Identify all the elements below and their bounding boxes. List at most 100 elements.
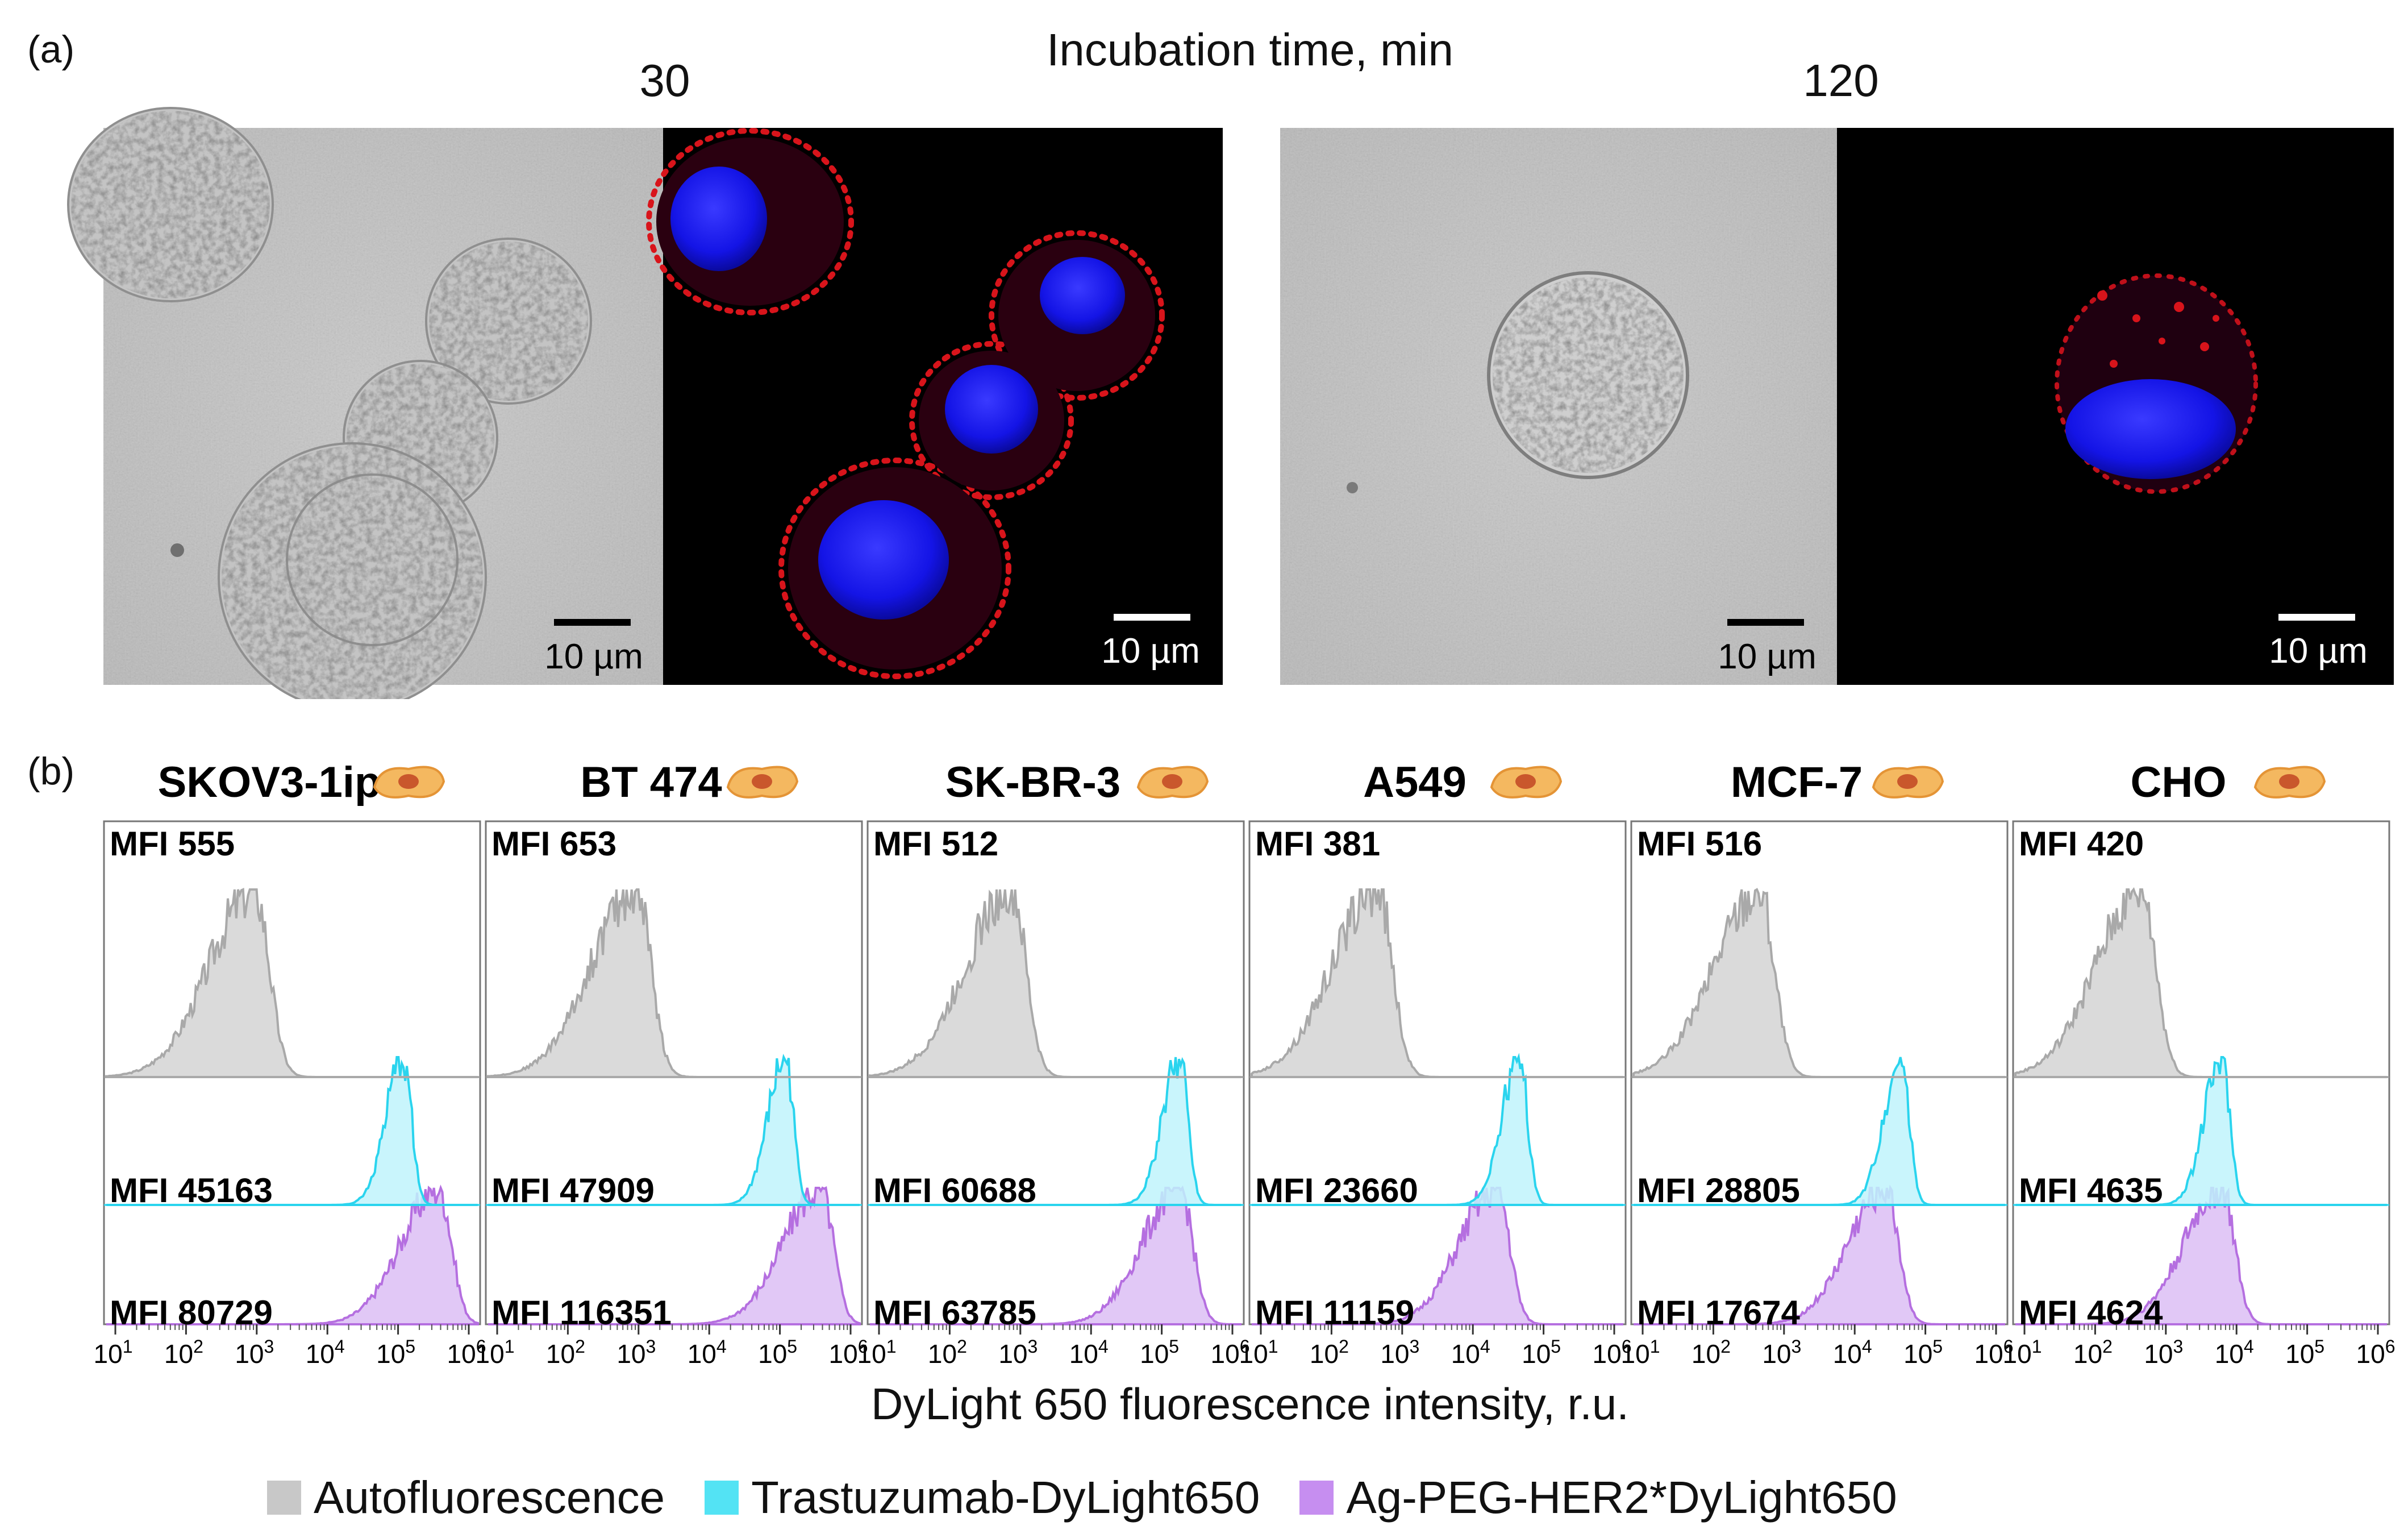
tick-label: 105 — [2285, 1336, 2324, 1364]
tick-label: 103 — [1380, 1336, 1419, 1364]
fluorescence-image-120min — [1837, 128, 2394, 685]
cell-icon — [2253, 766, 2326, 799]
mfi-label: MFI 420 — [2019, 825, 2144, 863]
tick-label: 106 — [447, 1336, 486, 1364]
histogram-panel: SKOV3-1ip MFI 555 MFI 45163 MFI 80729 101 102… — [94, 758, 486, 1364]
tick-label: 104 — [1069, 1336, 1109, 1364]
mfi-label: MFI 381 — [1255, 825, 1380, 863]
tick-label: 101 — [2003, 1336, 2042, 1364]
mfi-label: MFI 512 — [873, 825, 998, 863]
scale-bar-label: 10 µm — [1101, 631, 1200, 671]
cell-line-title: BT 474 — [580, 758, 722, 807]
legend-label: Autofluorescence — [314, 1472, 665, 1523]
tick-label: 106 — [1211, 1336, 1250, 1364]
scale-bar-label: 10 µm — [2269, 631, 2368, 671]
cell-line-title: SKOV3-1ip — [158, 758, 381, 807]
tick-label: 105 — [1140, 1336, 1179, 1364]
histogram-series — [870, 1057, 1242, 1206]
histogram-panel: A549 MFI 381 MFI 23660 MFI 11159 101 102 103 10… — [1239, 758, 1632, 1364]
tick-label: 102 — [928, 1336, 967, 1364]
histogram-series — [1634, 1057, 2005, 1206]
tick-label: 106 — [1974, 1336, 2014, 1364]
mfi-label: MFI 653 — [491, 825, 616, 863]
histogram-series — [1252, 1053, 1623, 1206]
scale-bars — [554, 614, 2355, 626]
x-axis-label: DyLight 650 fluorescence intensity, r.u. — [871, 1379, 1629, 1429]
mfi-label: MFI 63785 — [873, 1294, 1036, 1332]
tick-label: 105 — [1522, 1336, 1561, 1364]
tick-label: 105 — [376, 1336, 415, 1364]
scale-bar-label: 10 µm — [544, 637, 643, 676]
histogram-series — [1251, 888, 1623, 1078]
tick-label: 103 — [235, 1336, 274, 1364]
tick-label: 105 — [758, 1336, 797, 1364]
cell-line-title: CHO — [2131, 758, 2227, 807]
tick-label: 101 — [1239, 1336, 1278, 1364]
histogram-series — [1632, 888, 2005, 1078]
cell-line-title: MCF-7 — [1731, 758, 1863, 807]
tick-label: 104 — [306, 1336, 345, 1364]
legend-swatch — [705, 1481, 739, 1515]
histogram-series — [869, 889, 1242, 1078]
legend-item: Trastuzumab-DyLight650 — [705, 1472, 1260, 1524]
incubation-time-label: Incubation time, min — [1047, 24, 1453, 75]
histogram-series — [1252, 1187, 1623, 1325]
legend-swatch — [1299, 1481, 1334, 1515]
mfi-label: MFI 17674 — [1637, 1294, 1800, 1332]
tick-label: 101 — [94, 1336, 133, 1364]
panel-a-letter: (a) — [27, 28, 75, 71]
histogram-series — [488, 1186, 861, 1325]
brightfield-image-120min — [1280, 128, 1837, 685]
tick-label: 103 — [998, 1336, 1038, 1364]
tick-label: 102 — [1310, 1336, 1349, 1364]
microscopy-images — [67, 107, 2394, 699]
tick-label: 106 — [1593, 1336, 1632, 1364]
histogram-panel: SK-BR-3 MFI 512 MFI 60688 MFI 63785 101 102 10… — [857, 758, 1250, 1364]
mfi-label: MFI 516 — [1637, 825, 1762, 863]
cell-line-title: A549 — [1363, 758, 1467, 807]
histogram-series — [2014, 887, 2387, 1078]
fluorescence-image-30min — [646, 128, 1223, 685]
tick-label: 103 — [1762, 1336, 1801, 1364]
histogram-panel: BT 474 MFI 653 MFI 47909 MFI 116351 101 102 10… — [476, 758, 868, 1364]
legend-swatch — [267, 1481, 301, 1515]
mfi-label: MFI 11159 — [1255, 1294, 1414, 1332]
legend-item: Ag-PEG-HER2*DyLight650 — [1299, 1472, 1897, 1524]
histogram-series — [1634, 1184, 2005, 1325]
brightfield-image-30min — [67, 107, 663, 699]
tick-label: 104 — [1833, 1336, 1872, 1364]
tick-label: 105 — [1903, 1336, 1943, 1364]
tick-label: 102 — [164, 1336, 203, 1364]
mfi-label: MFI 555 — [110, 825, 235, 863]
histogram-series — [487, 888, 860, 1078]
mfi-label: MFI 23660 — [1255, 1171, 1418, 1209]
mfi-label: MFI 4635 — [2019, 1171, 2163, 1209]
tick-label: 104 — [1451, 1336, 1490, 1364]
tick-label: 102 — [1692, 1336, 1731, 1364]
cell-icon — [1136, 766, 1209, 799]
histogram-series — [488, 1053, 860, 1206]
histogram-panel: MCF-7 MFI 516 MFI 28805 MFI 17674 101 102 103 1… — [1621, 758, 2014, 1364]
scale-bar-label: 10 µm — [1718, 637, 1817, 676]
time-label-30: 30 — [639, 55, 690, 106]
flow-cytometry-histograms: SKOV3-1ip MFI 555 MFI 45163 MFI 80729 101 102… — [94, 758, 2395, 1364]
histogram-series — [105, 887, 478, 1078]
legend-label: Ag-PEG-HER2*DyLight650 — [1346, 1472, 1897, 1523]
tick-label: 104 — [688, 1336, 727, 1364]
tick-label: 106 — [829, 1336, 868, 1364]
cell-icon — [373, 766, 445, 799]
legend-item: Autofluorescence — [267, 1472, 665, 1524]
tick-label: 103 — [2144, 1336, 2183, 1364]
tick-label: 101 — [857, 1336, 897, 1364]
mfi-label: MFI 80729 — [110, 1294, 273, 1332]
tick-label: 101 — [1621, 1336, 1660, 1364]
tick-label: 103 — [616, 1336, 656, 1364]
cell-icon — [726, 766, 799, 799]
tick-label: 102 — [546, 1336, 585, 1364]
mfi-label: MFI 28805 — [1637, 1171, 1800, 1209]
tick-label: 104 — [2215, 1336, 2254, 1364]
time-label-120: 120 — [1803, 55, 1879, 106]
cell-icon — [1490, 766, 1563, 799]
histogram-series — [2015, 1056, 2387, 1206]
tick-label: 106 — [2356, 1336, 2395, 1364]
